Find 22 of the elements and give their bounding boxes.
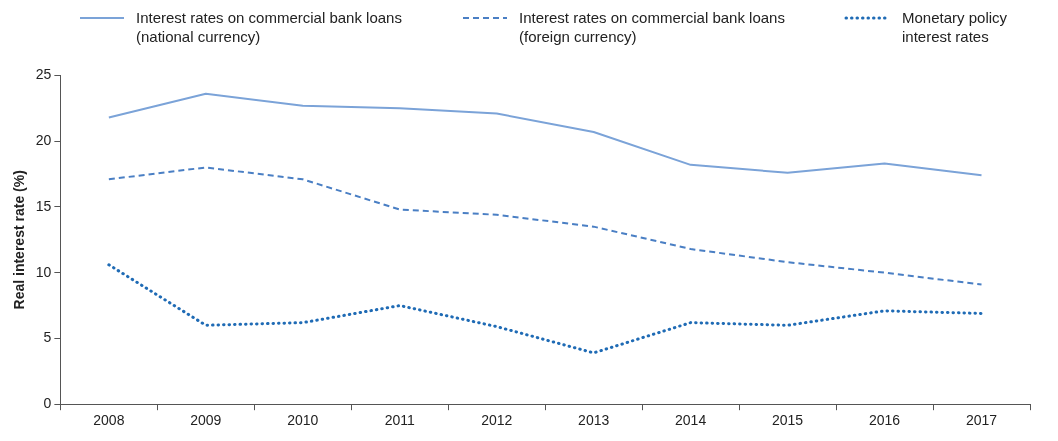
legend-label: Interest rates on commercial bank loans (national currency) — [136, 8, 403, 46]
x-tick-label: 2017 — [965, 412, 998, 429]
x-tick-label: 2014 — [675, 412, 707, 429]
x-tick-label: 2016 — [868, 412, 901, 429]
y-tick-label: 5 — [43, 329, 52, 346]
x-tick-label: 2013 — [578, 412, 610, 429]
legend-label: Monetary policy interest rates — [902, 8, 1009, 46]
y-tick-label: 25 — [35, 66, 52, 83]
y-tick-label: 15 — [35, 197, 52, 214]
line-series — [107, 263, 984, 355]
legend-label: Interest rates on commercial bank loans (foreign currency) — [519, 8, 786, 46]
x-tick-label: 2009 — [190, 412, 222, 429]
y-tick-label: 20 — [35, 132, 52, 149]
x-tick-label: 2008 — [93, 412, 125, 429]
x-tick-label: 2010 — [287, 412, 319, 429]
x-tick-label: 2015 — [772, 412, 804, 429]
y-tick-label: 10 — [35, 263, 52, 280]
y-tick-label: 0 — [43, 395, 52, 412]
x-tick-label: 2012 — [481, 412, 513, 429]
line-series — [107, 166, 983, 286]
y-axis-title: Real interest rate (%) — [11, 170, 28, 310]
x-tick-label: 2011 — [384, 412, 416, 429]
